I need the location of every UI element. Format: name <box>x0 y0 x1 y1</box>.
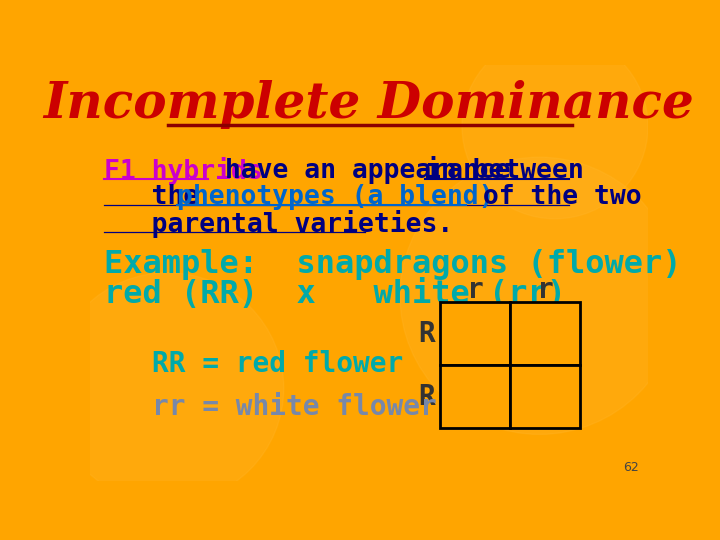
Text: Example:  snapdragons (flower): Example: snapdragons (flower) <box>104 249 681 280</box>
Bar <box>510 302 580 365</box>
Text: parental varieties.: parental varieties. <box>104 210 453 238</box>
Text: in between: in between <box>425 158 583 184</box>
Circle shape <box>400 157 679 434</box>
Text: Incomplete Dominance: Incomplete Dominance <box>44 80 694 130</box>
Text: of the two: of the two <box>467 184 642 210</box>
Text: RR = red flower: RR = red flower <box>152 349 403 377</box>
Text: r: r <box>467 275 484 303</box>
Text: R: R <box>418 320 435 348</box>
Bar <box>510 365 580 428</box>
Bar <box>441 365 510 428</box>
Text: rr = white flower: rr = white flower <box>152 394 437 421</box>
Circle shape <box>462 34 648 219</box>
Text: F1 hybrids: F1 hybrids <box>104 157 263 185</box>
Circle shape <box>51 273 284 504</box>
Text: r: r <box>536 275 553 303</box>
Text: the: the <box>104 184 215 210</box>
Text: 62: 62 <box>623 462 639 475</box>
Text: phenotypes (a blend): phenotypes (a blend) <box>177 184 495 210</box>
Text: have an appearance: have an appearance <box>210 158 527 184</box>
Text: R: R <box>418 383 435 410</box>
Bar <box>441 302 510 365</box>
Text: red (RR)  x   white (rr): red (RR) x white (rr) <box>104 279 566 310</box>
